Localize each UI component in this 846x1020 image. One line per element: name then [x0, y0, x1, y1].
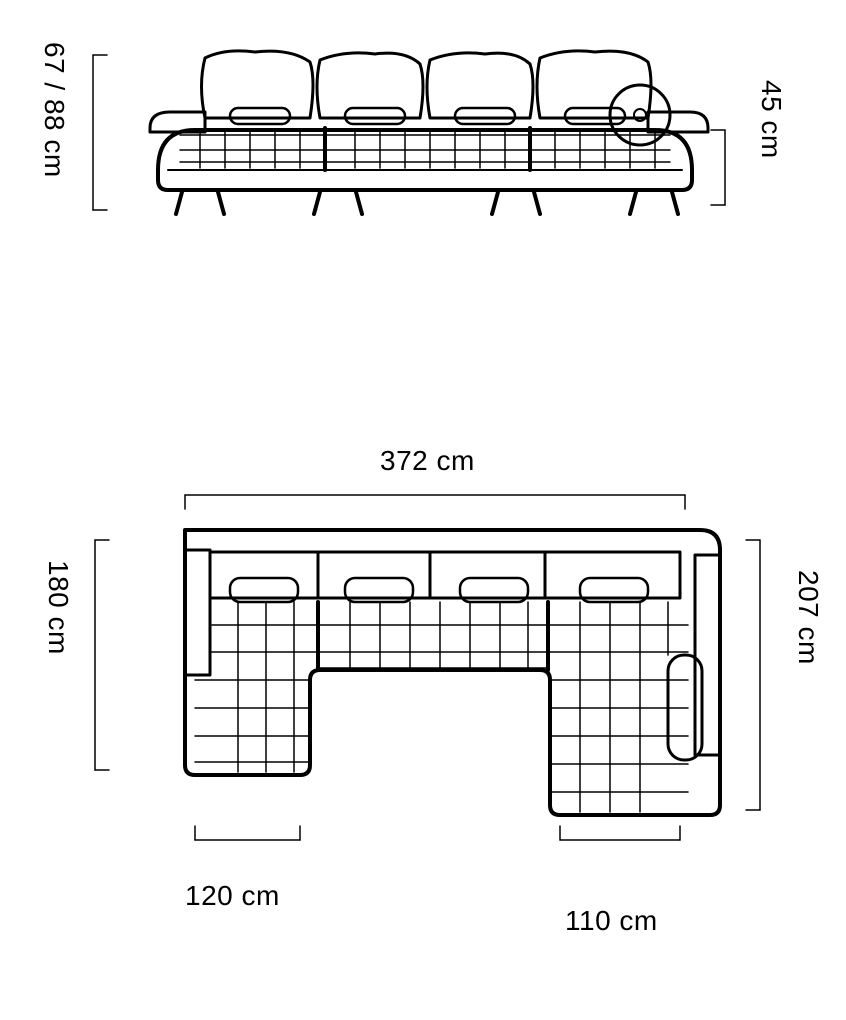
bracket-width	[185, 495, 685, 509]
bracket-height-back	[93, 55, 107, 210]
label-width: 372 cm	[380, 445, 475, 477]
sofa-plan	[185, 530, 720, 815]
bracket-chaise-right	[560, 826, 680, 840]
sofa-front	[150, 51, 708, 214]
label-depth-right: 207 cm	[792, 570, 824, 665]
label-height-seat: 45 cm	[755, 80, 787, 159]
label-chaise-left: 120 cm	[185, 880, 280, 912]
front-view-svg	[0, 0, 846, 260]
bracket-height-seat	[711, 130, 725, 205]
bracket-chaise-left	[195, 826, 300, 840]
label-depth-left: 180 cm	[42, 560, 74, 655]
bracket-depth-right	[746, 540, 760, 810]
bracket-depth-left	[95, 540, 109, 770]
label-chaise-right: 110 cm	[565, 905, 658, 937]
diagram-root: 67 / 88 cm 45 cm	[0, 0, 846, 1020]
top-view-svg	[0, 420, 846, 1020]
label-height-back: 67 / 88 cm	[38, 42, 70, 178]
